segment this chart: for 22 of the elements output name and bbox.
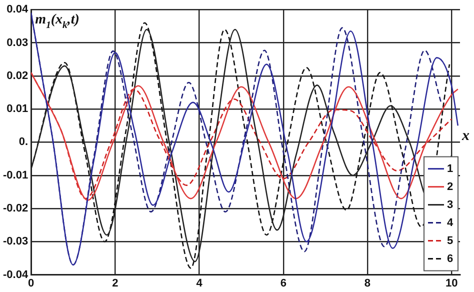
x-tick-label: 0: [28, 277, 34, 290]
x-tick-label: 10: [445, 277, 458, 290]
legend-label: 2: [447, 180, 454, 193]
y-tick-label: 0.03: [6, 36, 28, 49]
y-tick-label: 0.01: [6, 103, 28, 116]
legend-label: 6: [447, 252, 454, 265]
legend-label: 4: [447, 216, 454, 229]
y-tick-label: -0.03: [2, 236, 28, 248]
y-tick-label: 0.04: [6, 4, 29, 16]
y-tick-label: -0.01: [2, 169, 28, 182]
y-tick-label: -0.02: [2, 202, 28, 215]
y-tick-label: 0.02: [6, 70, 28, 82]
y-tick-label: -0.04: [2, 268, 29, 281]
x-tick-label: 2: [112, 277, 118, 290]
y-tick-label: 0.: [18, 136, 28, 148]
x-axis-title: x: [461, 128, 470, 144]
legend-label: 3: [447, 198, 454, 211]
legend-label: 1: [447, 162, 454, 175]
x-tick-label: 6: [280, 277, 286, 290]
x-tick-label: 4: [196, 277, 204, 290]
x-tick-label: 8: [364, 277, 371, 290]
legend-label: 5: [447, 234, 454, 247]
